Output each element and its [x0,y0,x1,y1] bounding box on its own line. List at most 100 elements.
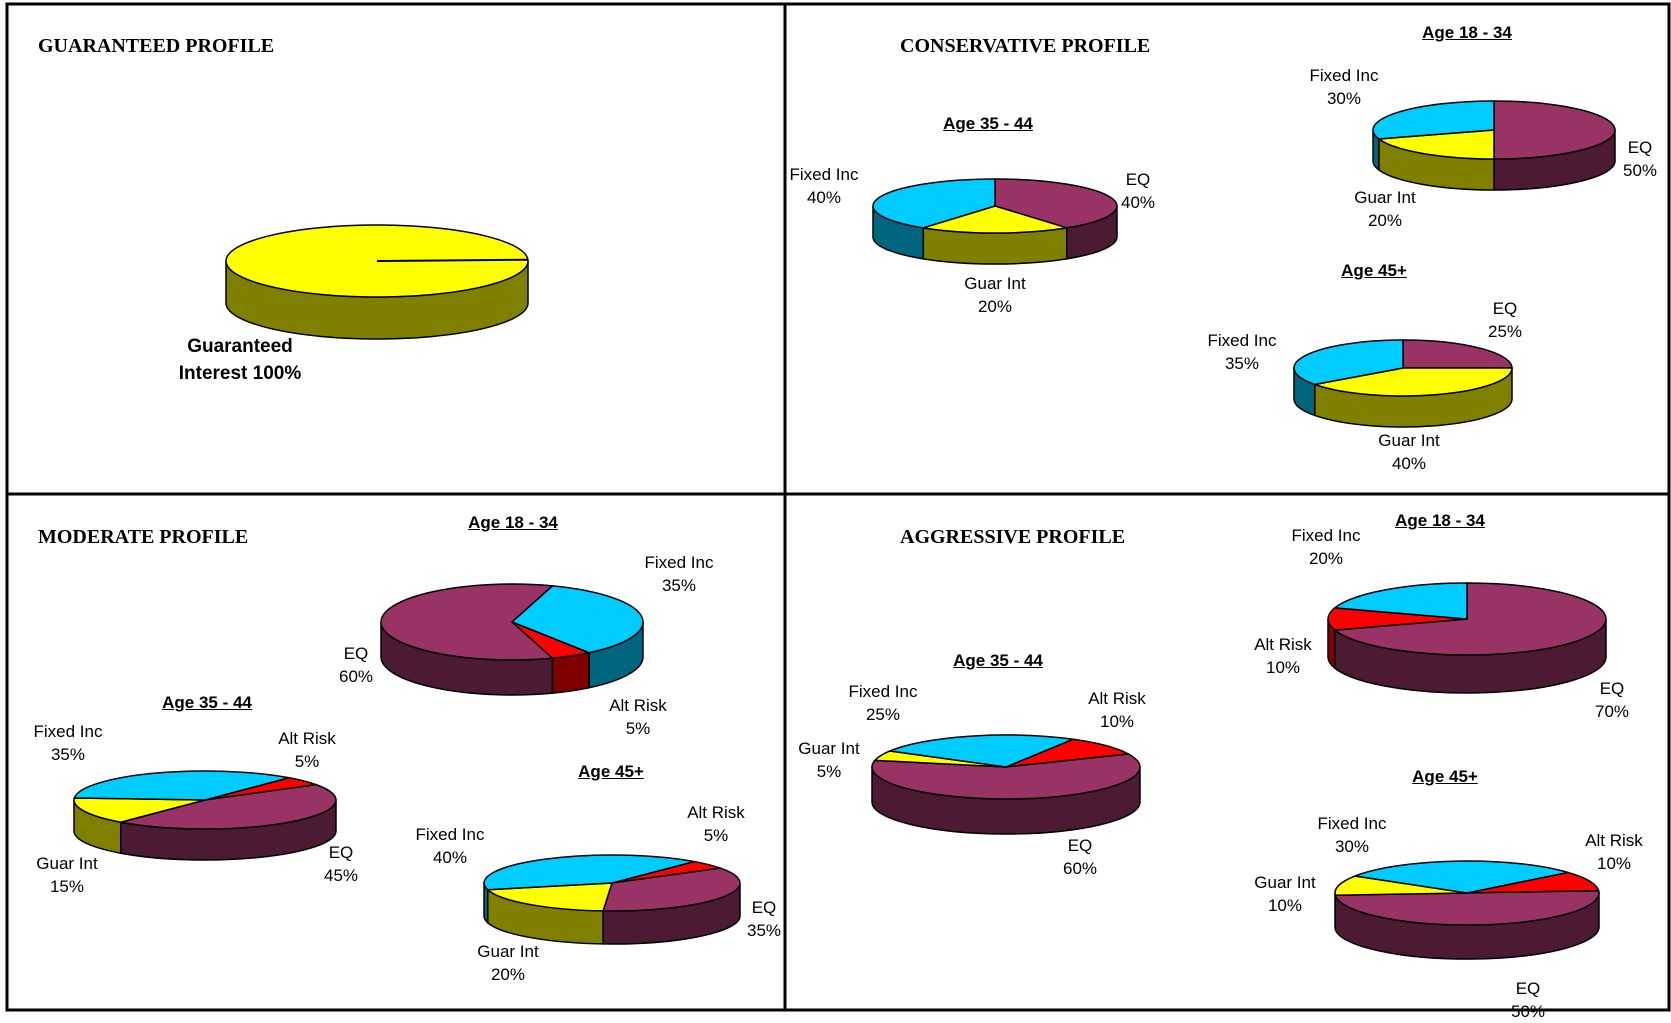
slice-name: Fixed Inc [1310,64,1379,87]
pie-mod-45 [484,855,740,944]
slice-name: Alt Risk [609,694,667,717]
slice-value: 20% [1292,547,1361,570]
slice-value: 35% [1208,352,1277,375]
slice-name: EQ [339,642,373,665]
slice-name: Alt Risk [1585,829,1643,852]
slice-value: 70% [1595,700,1629,723]
slice-side-alt-risk [552,653,589,693]
slice-value: 40% [1378,452,1439,475]
slice-name: Guar Int [1354,186,1415,209]
slice-name: Alt Risk [1088,687,1146,710]
slice-edge [377,260,528,261]
slice-value: 40% [416,846,485,869]
pie-cons-35-44 [873,179,1117,264]
slice-value: 10% [1254,894,1315,917]
slice-name: EQ [1063,834,1097,857]
slice-name: Fixed Inc [1318,812,1387,835]
pie-agg-18-34 [1328,583,1606,693]
chart-title-agg-35-44: Age 35 - 44 [953,651,1043,671]
slice-name: EQ [1511,977,1545,1000]
slice-name: EQ [1595,677,1629,700]
slice-name: Fixed Inc [34,720,103,743]
slice-value: 60% [339,665,373,688]
chart-title-mod-18-34: Age 18 - 34 [468,513,558,533]
chart-title-mod-35-44: Age 35 - 44 [162,693,252,713]
pie-mod-18-34 [381,584,643,695]
slice-value: 50% [1623,159,1657,182]
slice-value: 35% [645,574,714,597]
pie-cons-18-34 [1373,101,1615,190]
slice-name: EQ [324,841,358,864]
slice-value: 25% [1488,320,1522,343]
slice-value: 5% [798,760,859,783]
slice-name: EQ [1488,297,1522,320]
chart-title-mod-45: Age 45+ [578,762,644,782]
slice-name: Guar Int [477,940,538,963]
slice-name: Fixed Inc [645,551,714,574]
slice-value: 5% [687,824,745,847]
pie-guar [226,225,528,339]
slice-value: 20% [477,963,538,986]
slice-name: Guar Int [36,852,97,875]
slice-value: 5% [278,750,336,773]
slice-name: EQ [1623,136,1657,159]
chart-title-cons-45: Age 45+ [1341,261,1407,281]
slice-value: 20% [964,295,1025,318]
slice-value: 10% [1585,852,1643,875]
pie-agg-35-44 [872,735,1140,834]
slice-eq [1403,340,1512,368]
slice-name: Guar Int [1378,429,1439,452]
slice-name: Fixed Inc [790,163,859,186]
slice-name: Guar Int [798,737,859,760]
slice-value: 15% [36,875,97,898]
slice-name: Fixed Inc [1292,524,1361,547]
slice-name: Guar Int [964,272,1025,295]
slice-value: 20% [1354,209,1415,232]
slice-value: 60% [1063,857,1097,880]
slice-value: 25% [849,703,918,726]
slice-value: 30% [1318,835,1387,858]
slice-value: 10% [1088,710,1146,733]
slice-value: 5% [609,717,667,740]
pie-mod-35-44 [74,771,336,860]
slice-name: Alt Risk [1254,633,1312,656]
slice-name: Alt Risk [278,727,336,750]
slice-value: 35% [34,743,103,766]
slice-name: Alt Risk [687,801,745,824]
chart-title-cons-18-34: Age 18 - 34 [1422,23,1512,43]
slice-value: 30% [1310,87,1379,110]
chart-title-agg-18-34: Age 18 - 34 [1395,511,1485,531]
pie-cons-45 [1294,340,1512,427]
slice-value: 35% [747,919,781,942]
